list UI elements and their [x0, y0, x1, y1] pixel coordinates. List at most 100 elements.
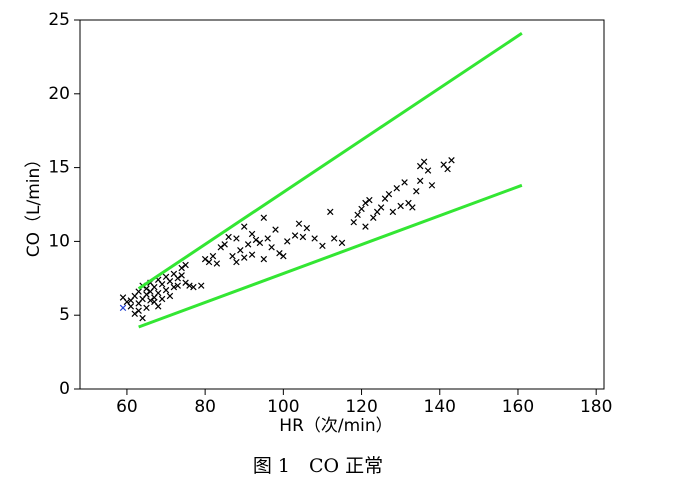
point	[362, 199, 369, 207]
point	[166, 292, 174, 300]
point	[170, 283, 178, 291]
y-tick-label: 10	[48, 231, 70, 251]
point	[330, 235, 338, 242]
point	[416, 177, 424, 185]
point	[362, 223, 369, 230]
point	[178, 272, 185, 279]
point	[217, 244, 225, 251]
point	[221, 241, 228, 248]
point	[119, 304, 127, 312]
point	[350, 218, 357, 226]
x-tick-label: 120	[345, 397, 377, 417]
point	[162, 286, 170, 294]
point	[428, 182, 436, 189]
point	[291, 232, 299, 239]
point	[272, 226, 279, 233]
point	[385, 190, 393, 198]
point	[182, 261, 189, 269]
point	[213, 260, 221, 267]
point	[190, 283, 197, 291]
point	[244, 241, 252, 248]
x-tick-label: 100	[267, 397, 299, 417]
point	[151, 283, 158, 291]
point	[237, 247, 244, 254]
point	[143, 291, 150, 298]
point	[295, 220, 303, 227]
point	[409, 204, 416, 211]
point	[154, 303, 162, 310]
point	[139, 314, 146, 322]
x-tick-label: 140	[424, 397, 456, 417]
point	[127, 303, 135, 310]
x-tick-label: 60	[116, 397, 138, 417]
point	[143, 285, 150, 292]
point	[397, 202, 404, 210]
point	[135, 307, 142, 314]
point	[338, 239, 346, 247]
point	[280, 252, 287, 260]
point	[182, 279, 189, 286]
point	[166, 278, 174, 285]
point	[225, 233, 232, 241]
plot-frame	[79, 19, 605, 390]
x-tick-label: 160	[502, 397, 534, 417]
y-axis-label: CO（L/min）	[24, 151, 44, 258]
x-tick-label: 80	[194, 397, 216, 417]
point	[197, 282, 205, 289]
point	[268, 244, 275, 251]
point	[299, 233, 307, 241]
point	[205, 258, 213, 266]
x-tick-label: 180	[580, 397, 612, 417]
point	[276, 249, 283, 257]
point	[420, 158, 428, 165]
point	[201, 255, 209, 263]
point	[178, 264, 185, 272]
point	[366, 196, 373, 204]
point	[252, 236, 260, 244]
point	[209, 252, 217, 260]
point	[233, 235, 240, 242]
y-tick-label: 15	[48, 158, 70, 178]
point	[303, 224, 311, 232]
point	[147, 297, 154, 304]
point	[260, 255, 268, 263]
point	[241, 254, 248, 261]
point	[327, 208, 334, 216]
point	[143, 304, 150, 312]
y-tick-label: 0	[59, 379, 70, 399]
point	[229, 252, 236, 260]
point	[370, 214, 377, 222]
point	[248, 230, 256, 238]
point	[248, 251, 256, 258]
reference-line	[137, 32, 523, 290]
point	[393, 185, 400, 192]
y-tick-label: 20	[48, 84, 70, 104]
point	[424, 167, 432, 174]
point	[174, 275, 181, 282]
point	[401, 179, 408, 186]
point	[174, 282, 181, 289]
point	[444, 165, 451, 173]
point	[241, 223, 248, 230]
point	[413, 187, 420, 195]
point	[260, 214, 268, 222]
point	[256, 239, 264, 247]
point	[319, 242, 326, 250]
point	[311, 235, 318, 242]
y-tick-label: 25	[48, 10, 70, 30]
point	[284, 238, 291, 245]
point	[358, 205, 365, 213]
point	[264, 235, 271, 242]
point	[448, 156, 455, 164]
point	[135, 288, 142, 295]
point	[233, 258, 240, 266]
point	[158, 280, 166, 288]
point	[154, 289, 162, 297]
point	[377, 204, 385, 211]
point	[389, 208, 397, 216]
point	[354, 211, 361, 219]
reference-line	[138, 183, 523, 329]
x-axis-label: HR（次/min）	[279, 416, 392, 436]
y-tick-label: 5	[59, 305, 70, 325]
